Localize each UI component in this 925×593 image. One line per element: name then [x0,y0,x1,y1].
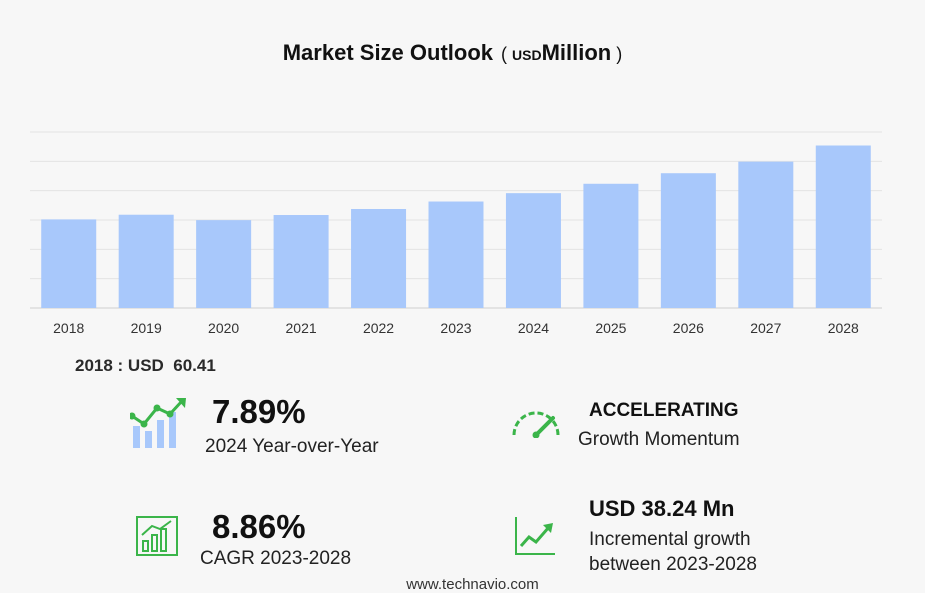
bar-2022 [351,209,407,308]
bar-2024 [505,193,561,308]
x-tick-label: 2019 [131,320,162,336]
momentum-head: ACCELERATING [589,400,739,421]
x-tick-label: 2026 [673,320,704,336]
yoy-value: 7.89% [212,393,306,430]
unit-currency: USD [512,47,542,63]
x-tick-label: 2028 [828,320,859,336]
growth-chart-icon [130,398,186,448]
chart-title-main: Market Size Outlook [282,40,494,65]
bar-chart: 2018 2019 2020 2021 2022 2023 2024 2025 2026 2027… [30,131,882,336]
trend-line-icon [515,517,555,555]
base-year-value: 2018 : USD 60.41 [75,356,216,375]
momentum-label: Growth Momentum [578,429,740,450]
incremental-label-1: Incremental growth [589,529,751,550]
x-tick-label: 2018 [53,320,84,336]
bar-chart-icon [136,516,178,556]
bar-2019 [118,214,174,308]
x-tick-label: 2027 [750,320,781,336]
bar-2028 [815,145,871,308]
chart-title-unit: ( USDMillion ) [501,40,623,65]
x-tick-label: 2021 [286,320,317,336]
bar-2025 [583,183,639,308]
bar-2020 [196,220,252,308]
source-link: www.technavio.com [406,576,539,593]
x-tick-label: 2020 [208,320,239,336]
x-tick-label: 2023 [440,320,471,336]
bar-2027 [738,161,794,308]
speedometer-icon [512,411,560,438]
cagr-label: CAGR 2023-2028 [200,548,352,569]
cagr-value: 8.86% [212,508,306,545]
bar-2018 [41,219,97,308]
chart-bars [41,145,871,308]
bar-2021 [273,215,329,308]
unit-scale: Million [541,40,612,65]
incremental-head: USD 38.24 Mn [589,496,735,521]
x-tick-label: 2024 [518,320,549,336]
bar-2026 [660,173,716,308]
bar-2023 [428,201,484,308]
x-axis-labels: 2018 2019 2020 2021 2022 2023 2024 2025 2026 2027… [53,320,859,336]
chart-title: Market Size Outlook ( USDMillion ) [0,40,905,66]
x-tick-label: 2022 [363,320,394,336]
x-tick-label: 2025 [595,320,626,336]
yoy-label: 2024 Year-over-Year [205,436,379,457]
incremental-label-2: between 2023-2028 [589,554,757,575]
